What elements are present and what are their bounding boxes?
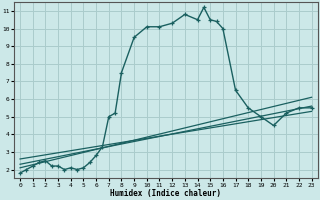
X-axis label: Humidex (Indice chaleur): Humidex (Indice chaleur) (110, 189, 221, 198)
